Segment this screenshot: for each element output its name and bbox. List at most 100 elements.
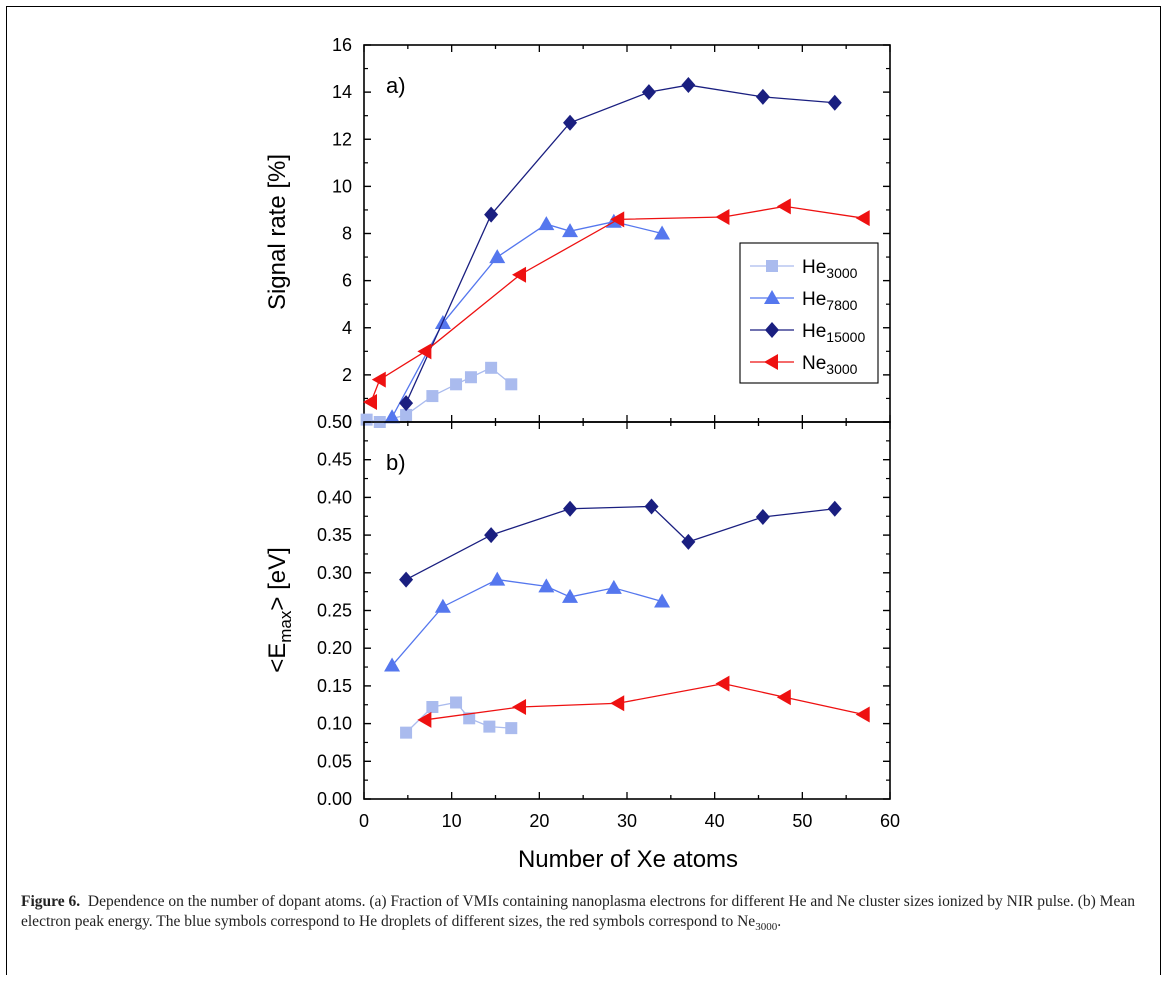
y-tick-label-b: 0.05 [317, 751, 352, 771]
y-tick-label-a: 14 [332, 82, 352, 102]
data-point-He7800 [384, 409, 401, 424]
y-tick-label-b: 0.25 [317, 601, 352, 621]
x-tick-label: 60 [880, 811, 900, 831]
y-tick-label-b: 0.10 [317, 714, 352, 734]
data-point-He7800 [654, 593, 671, 608]
data-point-He3000 [450, 378, 463, 391]
x-tick-label: 30 [617, 811, 637, 831]
data-point-He15000 [755, 509, 770, 526]
data-point-Ne3000 [512, 266, 527, 283]
legend-label-sub: 7800 [826, 297, 857, 313]
data-point-He15000 [399, 571, 414, 588]
data-point-Ne3000 [417, 343, 432, 360]
data-point-Ne3000 [855, 210, 870, 227]
legend-label-base: He [802, 289, 826, 310]
data-point-He7800 [434, 598, 451, 613]
series-He15000-b [399, 498, 842, 588]
legend-label-base: He [802, 321, 826, 342]
y-tick-label-a: 16 [332, 35, 352, 55]
legend-label-base: Ne [802, 353, 826, 374]
y-tick-label-a: 12 [332, 129, 352, 149]
data-point-He3000 [400, 408, 413, 421]
data-point-He15000 [563, 500, 578, 517]
data-point-He7800 [562, 223, 579, 238]
data-point-He3000 [485, 361, 498, 374]
y-tick-label-b: 0.45 [317, 450, 352, 470]
data-point-He3000 [450, 696, 463, 709]
data-point-He7800 [538, 216, 555, 231]
series-line-Ne3000 [370, 205, 864, 403]
legend-label: He15000 [802, 321, 865, 345]
y-tick-label-a: 0 [342, 412, 352, 432]
legend-marker [764, 290, 780, 304]
data-point-He15000 [563, 114, 578, 131]
data-point-He7800 [538, 578, 555, 593]
data-point-Ne3000 [776, 689, 791, 706]
legend-item-He15000: He15000 [750, 321, 865, 345]
data-point-He7800 [489, 249, 506, 264]
data-point-Ne3000 [417, 711, 432, 728]
data-point-He7800 [654, 225, 671, 240]
series-line-He15000 [405, 505, 835, 581]
x-tick-label: 50 [792, 811, 812, 831]
data-point-He7800 [562, 588, 579, 603]
figure-caption: Figure 6. Dependence on the number of do… [21, 892, 1146, 937]
legend-item-Ne3000: Ne3000 [750, 353, 858, 377]
y-tick-label-b: 0.20 [317, 638, 352, 658]
data-point-Ne3000 [715, 675, 730, 692]
legend-box [739, 242, 879, 384]
figure-frame [6, 6, 1161, 975]
legend-marker [766, 260, 778, 272]
data-point-Ne3000 [363, 393, 378, 410]
data-point-He15000 [827, 500, 842, 517]
data-point-He3000 [360, 413, 373, 426]
series-line-Ne3000 [425, 682, 864, 721]
data-point-Ne3000 [512, 699, 527, 716]
data-point-He3000 [400, 726, 413, 739]
series-line-He3000 [366, 367, 512, 423]
caption-text: Dependence on the number of dopant atoms… [21, 893, 1135, 930]
data-point-He3000 [426, 390, 439, 403]
series-He7800-b [384, 571, 671, 672]
y-axis-title-a: Signal rate [%] [264, 154, 291, 310]
x-tick-label: 40 [705, 811, 725, 831]
y-axis-title-b: <Emax> [eV] [264, 547, 295, 673]
series-He3000-b [400, 696, 518, 739]
data-point-He3000 [505, 722, 518, 735]
legend-label-sub: 15000 [826, 329, 865, 345]
legend-label: Ne3000 [802, 353, 858, 377]
series-line-He7800 [391, 578, 663, 666]
x-axis-title: Number of Xe atoms [518, 846, 738, 873]
data-point-He3000 [505, 378, 518, 391]
series-He15000-a [399, 77, 842, 412]
data-point-He15000 [641, 84, 656, 101]
y-axis-title-b-sub: max [276, 610, 295, 643]
data-point-Ne3000 [371, 371, 386, 388]
data-point-He7800 [489, 571, 506, 586]
data-point-He7800 [384, 657, 401, 672]
y-tick-label-b: 0.15 [317, 676, 352, 696]
data-point-He3000 [464, 371, 477, 384]
data-point-He3000 [426, 701, 439, 714]
data-point-He15000 [755, 88, 770, 105]
series-He3000-a [360, 361, 518, 428]
legend-label-sub: 3000 [826, 361, 857, 377]
y-tick-label-b: 0.35 [317, 525, 352, 545]
data-point-He3000 [483, 720, 496, 733]
data-point-He15000 [827, 94, 842, 111]
data-point-He15000 [484, 206, 499, 223]
caption-subscript: 3000 [755, 921, 778, 934]
data-point-Ne3000 [855, 706, 870, 723]
x-tick-label: 10 [442, 811, 462, 831]
data-point-He15000 [399, 395, 414, 412]
legend-item-He7800: He7800 [750, 289, 858, 313]
legend-marker [765, 322, 779, 338]
y-tick-label-b: 0.00 [317, 789, 352, 809]
caption-end: . [777, 913, 782, 930]
caption-label: Figure 6. [21, 893, 81, 910]
legend-marker [764, 354, 778, 370]
data-point-Ne3000 [776, 198, 791, 215]
y-tick-label-b: 0.40 [317, 487, 352, 507]
series-line-He7800 [391, 221, 663, 418]
